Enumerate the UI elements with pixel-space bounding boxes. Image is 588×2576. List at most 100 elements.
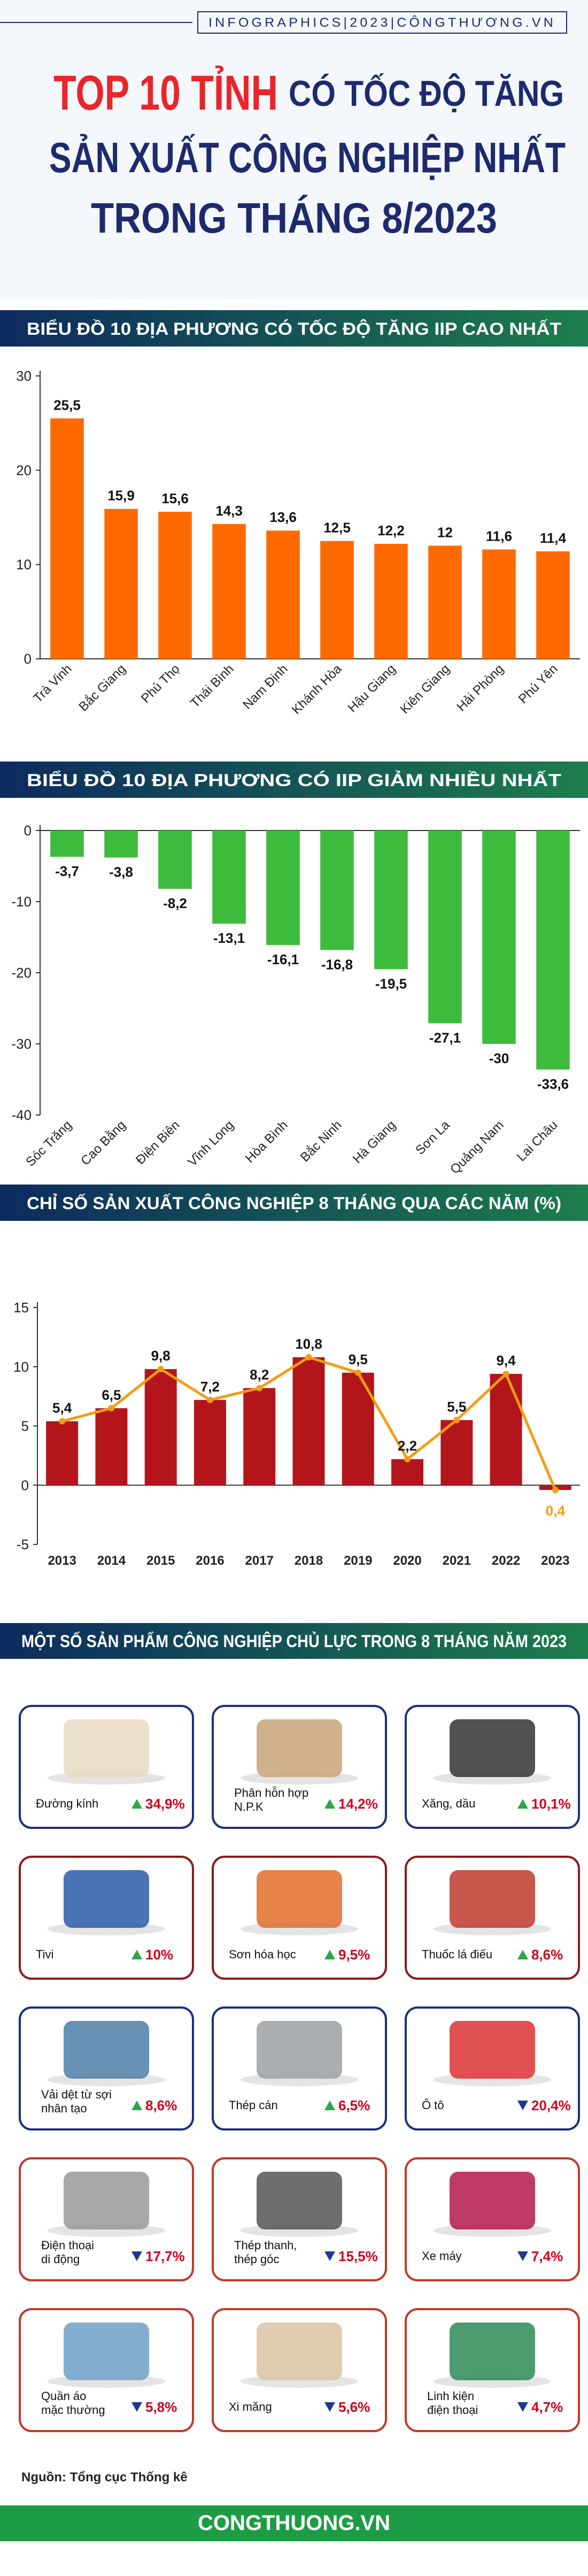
line-point: [59, 1418, 66, 1425]
y-tick-label: 0: [24, 822, 32, 839]
value-label: 14,3: [215, 503, 243, 519]
tag-box: [197, 11, 567, 34]
chart-title: BIỂU ĐỒ 10 ĐỊA PHƯƠNG CÓ TỐC ĐỘ TĂNG IIP…: [27, 319, 561, 339]
product-change: 5,6%: [338, 2399, 370, 2415]
title-line: TRONG THÁNG 8/2023: [91, 194, 497, 242]
product-icon: [257, 2021, 342, 2079]
x-tick-label: Hải Phòng: [454, 662, 506, 714]
y-tick-label: 15: [13, 1299, 29, 1316]
product-change: 10,1%: [531, 1796, 571, 1812]
product-change: 10%: [145, 1947, 173, 1963]
bar: [490, 1374, 522, 1486]
x-tick-label: 2021: [443, 1554, 471, 1568]
x-tick-label: Sóc Trăng: [23, 1118, 74, 1169]
product-change: 5,8%: [145, 2399, 177, 2415]
x-tick-label: Nam Định: [240, 662, 291, 712]
bar: [144, 1369, 177, 1486]
product-icon: [450, 1719, 535, 1777]
bar: [266, 831, 300, 945]
up-arrow: [517, 1950, 528, 1959]
x-tick-label: 2017: [245, 1554, 274, 1568]
line-point: [108, 1405, 115, 1412]
bar: [428, 831, 462, 1024]
product-change: 8,6%: [531, 1947, 563, 1963]
chart-title: BIỂU ĐỒ 10 ĐỊA PHƯƠNG CÓ IIP GIẢM NHIỀU …: [27, 771, 562, 790]
section-title: MỘT SỐ SẢN PHẨM CÔNG NGHIỆP CHỦ LỰC TRON…: [21, 1632, 567, 1651]
product-name: Tivi: [36, 1948, 53, 1961]
value-label: -13,1: [213, 930, 245, 946]
x-tick-label: Trà Vinh: [30, 662, 74, 705]
value-label: 6,5: [102, 1387, 121, 1403]
x-tick-label: 2019: [344, 1554, 372, 1568]
y-tick-label: 0: [21, 1477, 29, 1493]
value-label: 13,6: [269, 509, 297, 525]
value-label: -19,5: [375, 975, 407, 991]
down-arrow: [131, 2402, 142, 2412]
header-tag: INFOGRAPHICS|2023|CÔNGTHƯƠNG.VN: [208, 15, 556, 30]
product-icon: [64, 1870, 149, 1928]
bar: [482, 549, 516, 659]
product-name: điện thoại: [427, 2403, 478, 2417]
x-tick-label: Sơn La: [413, 1118, 453, 1158]
product-change: 34,9%: [145, 1796, 185, 1812]
line-point: [453, 1417, 460, 1424]
product-change: 14,2%: [338, 1796, 378, 1812]
y-tick-label: 5: [21, 1418, 29, 1434]
value-label: -27,1: [429, 1029, 461, 1045]
footer-band: [0, 2505, 588, 2541]
x-tick-label: Thái Bình: [188, 662, 237, 711]
bar: [158, 511, 192, 659]
product-name: Vải dệt từ sợi: [41, 2088, 112, 2101]
product-name: Quần áo: [41, 2389, 86, 2403]
value-label: 25,5: [53, 397, 81, 413]
product-name: thép góc: [234, 2252, 279, 2266]
bar: [374, 543, 408, 659]
up-arrow: [131, 1799, 142, 1809]
value-label: 9,8: [151, 1348, 171, 1364]
value-label: -3,8: [109, 864, 133, 880]
x-tick-label: Điện Biên: [133, 1118, 183, 1167]
up-arrow: [131, 2101, 142, 2110]
product-icon: [64, 2172, 149, 2229]
product-icon: [257, 2172, 342, 2229]
bar: [50, 418, 84, 659]
bar: [391, 1459, 424, 1486]
x-tick-label: Kiên Giang: [398, 662, 453, 717]
x-tick-label: Hà Giang: [350, 1118, 399, 1166]
bar: [212, 524, 246, 659]
x-tick-label: Vĩnh Long: [185, 1118, 236, 1169]
x-tick-label: Phú Thọ: [138, 662, 183, 706]
x-tick-label: 2022: [492, 1554, 520, 1568]
bar: [266, 530, 300, 659]
value-label: -30: [489, 1050, 509, 1066]
header-bg: [0, 0, 588, 299]
bar: [320, 831, 354, 950]
value-label: -3,7: [55, 863, 79, 879]
bar: [95, 1408, 128, 1486]
product-icon: [257, 1870, 342, 1928]
bar: [243, 1388, 276, 1486]
x-tick-label: 2018: [295, 1554, 323, 1568]
x-tick-label: Bắc Ninh: [298, 1118, 345, 1165]
x-tick-label: Hòa Bình: [243, 1118, 291, 1166]
value-label: -16,8: [321, 956, 353, 972]
x-tick-label: Quảng Nam: [447, 1118, 507, 1177]
product-change: 15,5%: [338, 2248, 378, 2264]
footer: CONGTHUONG.VN: [198, 2511, 390, 2535]
line-point: [305, 1354, 312, 1361]
up-arrow: [517, 1799, 528, 1809]
x-tick-label: Cao Bằng: [78, 1118, 129, 1168]
value-label: -16,1: [267, 951, 299, 967]
line-point: [404, 1456, 411, 1463]
line-point: [354, 1369, 361, 1376]
value-label: 15,9: [107, 488, 135, 504]
x-tick-label: Hậu Giang: [345, 662, 399, 715]
value-label: 9,5: [349, 1351, 368, 1367]
title-line: CÓ TỐC ĐỘ TĂNG: [289, 73, 564, 114]
bar: [212, 831, 246, 924]
product-change: 17,7%: [145, 2248, 185, 2264]
y-tick-label: 10: [13, 1359, 29, 1375]
product-name: Thép thanh,: [234, 2239, 297, 2252]
value-label: 12,5: [323, 520, 351, 536]
